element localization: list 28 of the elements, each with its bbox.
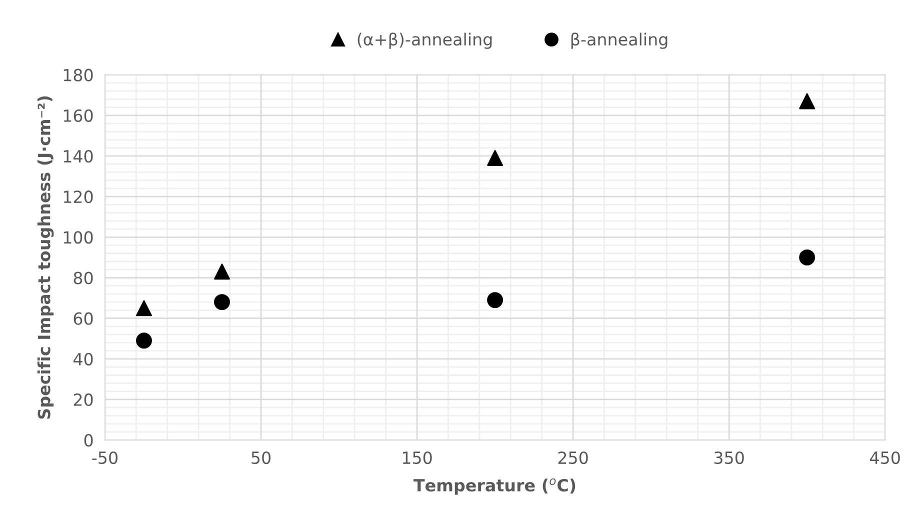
x-tick-label: 450 (870, 451, 900, 464)
point (487, 150, 504, 166)
y-tick-label: 20 (74, 393, 93, 406)
x-axis-title: Temperature ($^{o}$C) (414, 478, 576, 495)
y-tick-label: 40 (73, 352, 93, 366)
y-tick-label: 120 (64, 190, 93, 204)
y-tick-label: 160 (64, 109, 93, 122)
y-axis-title: Specific Impact toughness (J·cm⁻²) (37, 96, 54, 419)
point (214, 294, 230, 310)
y-tick-label: 60 (74, 312, 93, 325)
point (487, 292, 504, 308)
x-tick-label: 250 (558, 451, 588, 464)
legend-label: (α+β)-annealing (358, 32, 492, 49)
y-tick-label: 180 (64, 68, 93, 82)
y-tick-label: 0 (84, 434, 93, 447)
x-tick-label: 50 (252, 451, 270, 464)
point (799, 249, 816, 266)
legend-label: β-annealing (571, 32, 668, 49)
x-tick-label: -50 (92, 451, 118, 464)
y-tick-label: 100 (64, 231, 93, 244)
point (214, 264, 230, 280)
x-tick-label: 350 (714, 451, 744, 464)
y-tick-label: 140 (64, 150, 93, 163)
point (136, 300, 152, 316)
point (799, 93, 816, 110)
y-tick-label: 80 (74, 272, 93, 284)
point (136, 332, 152, 349)
x-tick-label: 150 (402, 451, 432, 464)
